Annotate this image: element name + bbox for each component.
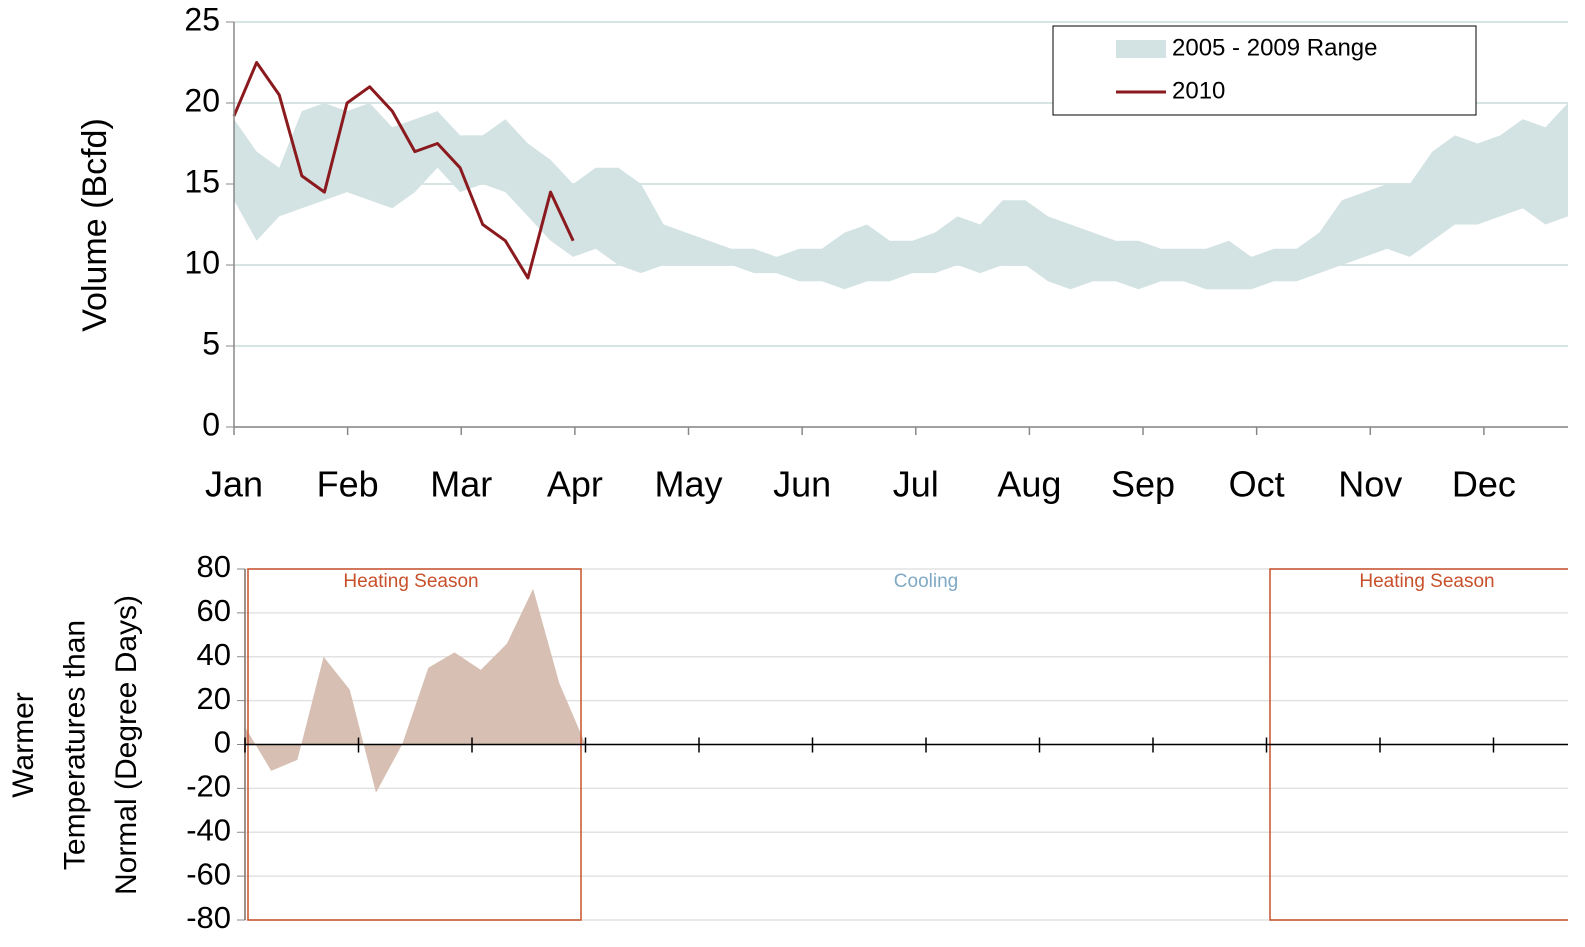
x-tick-label: Jan <box>205 464 263 505</box>
x-tick-label: Oct <box>1229 464 1285 505</box>
x-tick-label: Feb <box>317 464 379 505</box>
x-tick-label: Nov <box>1338 464 1402 505</box>
x-tick-label: May <box>655 464 723 505</box>
legend-label: 2010 <box>1172 77 1225 104</box>
annotation: Heating Season <box>1359 571 1494 592</box>
legend-swatch <box>1116 40 1166 58</box>
x-tick-label: Dec <box>1452 464 1516 505</box>
y-tick-label: 5 <box>202 325 220 361</box>
season-box <box>247 568 582 921</box>
x-tick-label: Mar <box>430 464 492 505</box>
y-tick-label: 40 <box>197 637 231 672</box>
y-tick-label: 0 <box>214 725 231 760</box>
legend-label: 2005 - 2009 Range <box>1172 34 1378 61</box>
y-tick-label: -60 <box>186 856 231 891</box>
y-axis-label: Warmer <box>7 692 40 798</box>
y-tick-label: 60 <box>197 593 231 628</box>
area <box>245 588 586 793</box>
x-tick-label: Sep <box>1111 464 1175 505</box>
y-axis-label: Volume (Bcfd) <box>76 118 114 332</box>
y-tick-label: 0 <box>202 406 220 442</box>
line-2010 <box>232 61 575 280</box>
y-tick-label: -80 <box>186 900 231 935</box>
annotation: Heating Season <box>343 571 478 592</box>
y-tick-label: -20 <box>186 769 231 804</box>
y-axis-label: Temperatures than <box>58 620 91 870</box>
y-tick-label: 80 <box>197 549 231 584</box>
y-tick-label: 10 <box>184 244 220 280</box>
range-band <box>234 103 1568 290</box>
x-tick-label: Aug <box>997 464 1061 505</box>
y-tick-label: 20 <box>184 82 220 118</box>
x-tick-label: Jul <box>893 464 939 505</box>
x-tick-label: Apr <box>547 464 603 505</box>
y-axis-label: Normal (Degree Days) <box>110 595 143 895</box>
y-tick-label: 20 <box>197 681 231 716</box>
annotation: Cooling <box>894 571 958 592</box>
y-tick-label: 15 <box>184 163 220 199</box>
x-tick-label: Jun <box>773 464 831 505</box>
y-tick-label: -40 <box>186 812 231 847</box>
y-tick-label: 25 <box>184 1 220 37</box>
